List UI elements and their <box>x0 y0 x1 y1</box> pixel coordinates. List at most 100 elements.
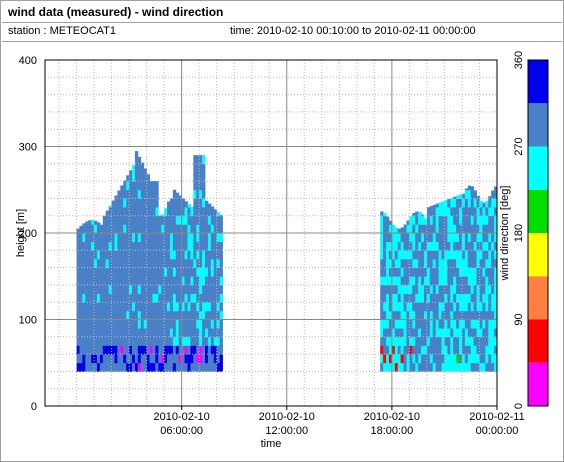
heatmap-cell <box>108 241 112 251</box>
heatmap-cell <box>219 215 223 217</box>
heatmap-cell <box>196 250 200 260</box>
heatmap-cell <box>102 328 107 338</box>
heatmap-cell <box>123 336 127 346</box>
heatmap-cell <box>383 345 387 355</box>
heatmap-cell <box>137 258 142 268</box>
heatmap-cell <box>415 354 419 364</box>
heatmap-cell <box>494 302 498 312</box>
heatmap-cell <box>461 198 466 208</box>
heatmap-cell <box>143 345 148 355</box>
heatmap-cell <box>453 336 457 346</box>
heatmap-cell <box>479 310 483 320</box>
heatmap-cell <box>424 293 428 303</box>
heatmap-cell <box>82 319 86 329</box>
heatmap-cell <box>476 250 480 260</box>
heatmap-cell <box>415 310 419 320</box>
heatmap-cell <box>129 250 133 260</box>
heatmap-cell <box>470 233 475 243</box>
heatmap-cell <box>491 336 495 346</box>
heatmap-cell <box>178 195 183 199</box>
heatmap-cell <box>388 293 393 303</box>
heatmap-cell <box>123 362 127 372</box>
heatmap-cell <box>123 345 127 355</box>
heatmap-cell <box>149 354 153 364</box>
heatmap-cell <box>459 310 463 320</box>
heatmap-cell <box>213 284 218 294</box>
heatmap-cell <box>111 241 115 251</box>
heatmap-cell <box>99 362 104 372</box>
heatmap-cell <box>210 345 215 355</box>
heatmap-cell <box>126 175 130 182</box>
heatmap-cell <box>473 284 477 294</box>
heatmap-cell <box>76 276 80 286</box>
heatmap-cell <box>450 319 454 329</box>
heatmap-cell <box>137 276 142 286</box>
heatmap-cell <box>137 302 142 312</box>
heatmap-cell <box>470 284 475 294</box>
heatmap-cell <box>491 319 495 329</box>
heatmap-cell <box>476 293 480 303</box>
heatmap-cell <box>96 241 101 251</box>
heatmap-cell <box>175 336 180 346</box>
heatmap-cell <box>488 284 492 294</box>
heatmap-cell <box>105 362 110 372</box>
heatmap-cell <box>114 345 118 355</box>
heatmap-cell <box>406 293 410 303</box>
heatmap-cell <box>397 233 402 243</box>
heatmap-cell <box>79 258 83 268</box>
heatmap-cell <box>146 241 150 251</box>
heatmap-cell <box>190 224 194 234</box>
heatmap-cell <box>108 250 112 260</box>
heatmap-cell <box>470 258 475 268</box>
colorbar-tick-label: 270 <box>513 137 525 155</box>
heatmap-cell <box>129 189 133 199</box>
heatmap-cell <box>391 276 396 286</box>
heatmap-cell <box>447 284 451 294</box>
heatmap-cell <box>140 310 145 320</box>
heatmap-cell <box>158 250 162 260</box>
heatmap-cell <box>391 362 396 372</box>
heatmap-cell <box>409 250 413 260</box>
heatmap-cell <box>134 345 139 355</box>
heatmap-cell <box>476 267 480 277</box>
heatmap-cell <box>438 336 442 346</box>
heatmap-cell <box>479 200 483 208</box>
heatmap-cell <box>85 267 89 277</box>
heatmap-cell <box>76 267 80 277</box>
heatmap-cell <box>99 302 104 312</box>
heatmap-cell <box>155 345 159 355</box>
heatmap-cell <box>205 284 209 294</box>
heatmap-cell <box>120 258 124 268</box>
heatmap-cell <box>76 345 80 355</box>
heatmap-cell <box>82 284 86 294</box>
heatmap-cell <box>464 224 469 234</box>
heatmap-cell <box>453 345 457 355</box>
heatmap-cell <box>137 336 142 346</box>
heatmap-cell <box>149 241 153 251</box>
heatmap-cell <box>169 293 174 303</box>
heatmap-cell <box>210 215 215 225</box>
heatmap-cell <box>207 258 212 268</box>
heatmap-cell <box>213 215 218 225</box>
heatmap-cell <box>111 233 115 243</box>
heatmap-cell <box>213 319 218 329</box>
heatmap-cell <box>400 302 404 312</box>
heatmap-cell <box>438 354 442 364</box>
heatmap-cell <box>380 362 384 372</box>
heatmap-cell <box>383 233 387 243</box>
heatmap-cell <box>184 224 188 234</box>
heatmap-cell <box>438 293 442 303</box>
heatmap-cell <box>123 276 127 286</box>
heatmap-cell <box>149 198 153 208</box>
heatmap-cell <box>386 267 390 277</box>
heatmap-cell <box>196 354 200 364</box>
heatmap-cell <box>444 310 448 320</box>
heatmap-cell <box>114 258 118 268</box>
heatmap-cell <box>161 267 165 277</box>
heatmap-cell <box>190 233 194 243</box>
heatmap-cell <box>123 293 127 303</box>
heatmap-cell <box>114 293 118 303</box>
heatmap-cell <box>450 198 454 208</box>
heatmap-cell <box>140 267 145 277</box>
heatmap-cell <box>482 241 486 251</box>
